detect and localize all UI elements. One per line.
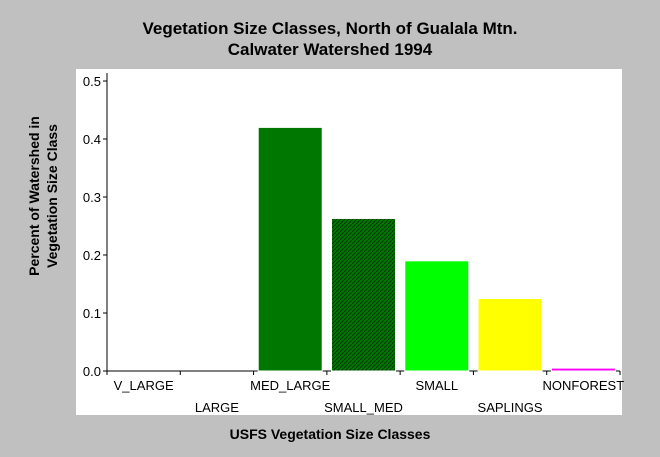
x-tick-label: SAPLINGS	[478, 400, 543, 415]
chart-title: Vegetation Size Classes, North of Gualal…	[142, 19, 518, 38]
x-tick-label: SMALL_MED	[324, 400, 403, 415]
x-tick-label: LARGE	[195, 400, 239, 415]
x-tick-label: MED_LARGE	[250, 378, 331, 393]
chart-subtitle: Calwater Watershed 1994	[227, 40, 433, 59]
x-tick-label: SMALL	[415, 378, 458, 393]
bar-small	[404, 260, 470, 372]
y-tick-label: 0.4	[83, 132, 101, 147]
bar-med-large	[257, 126, 323, 372]
bar-nonforest	[550, 367, 616, 372]
y-axis-label-line1: Percent of Watershed in	[26, 116, 42, 276]
y-axis-label-line2: Vegetation Size Class	[44, 124, 60, 268]
y-tick-label: 0.3	[83, 190, 101, 205]
x-tick-label: V_LARGE	[114, 378, 174, 393]
y-tick-label: 0.0	[83, 364, 101, 379]
bar-saplings	[477, 298, 543, 372]
x-axis-label: USFS Vegetation Size Classes	[229, 426, 431, 442]
x-tick-label: NONFOREST	[543, 378, 625, 393]
y-axis-label: Percent of Watershed in Vegetation Size …	[25, 86, 61, 306]
bar-small-med	[331, 217, 396, 372]
y-tick-label: 0.1	[83, 306, 101, 321]
y-tick-label: 0.5	[83, 74, 101, 89]
y-tick-label: 0.2	[83, 248, 101, 263]
